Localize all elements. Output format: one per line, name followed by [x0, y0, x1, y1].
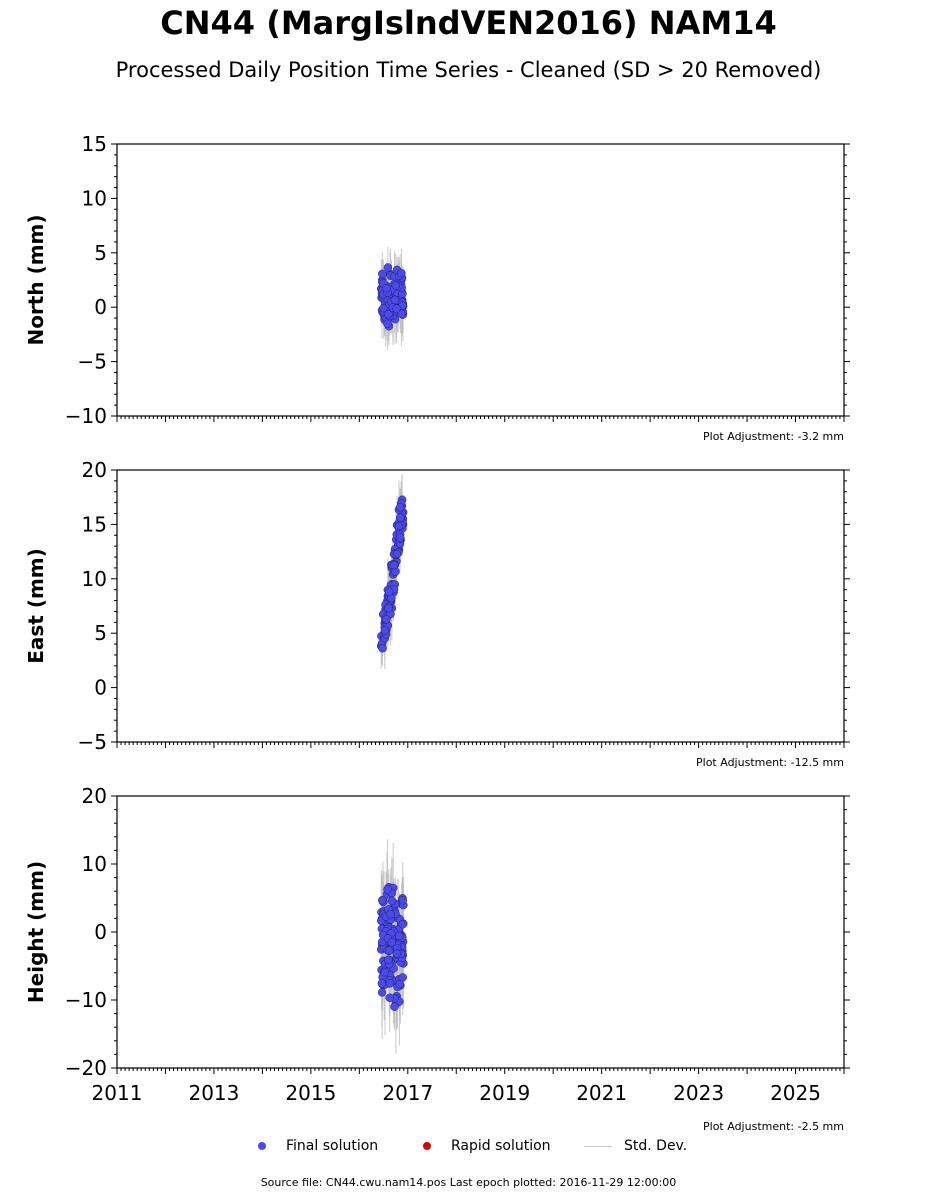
plot-adjustment-note: Plot Adjustment: -2.5 mm [703, 1120, 844, 1133]
y-tick-label: 10 [82, 852, 107, 876]
y-tick-label: 10 [82, 567, 107, 591]
legend-rapid-label: Rapid solution [451, 1138, 551, 1154]
legend-final: Final solution [244, 1136, 378, 1156]
data-point [383, 885, 392, 894]
data-point [380, 626, 390, 635]
chart-title: CN44 (MargIslndVEN2016) NAM14 [160, 4, 777, 42]
data-point [378, 643, 387, 653]
data-point [379, 303, 388, 313]
data-point [390, 1002, 399, 1011]
data-point [378, 269, 387, 279]
y-axis-label: North (mm) [24, 214, 48, 345]
rapid-solution-marker-icon [423, 1142, 431, 1150]
legend: Final solution Rapid solution Std. Dev. [0, 1136, 937, 1158]
y-axis-label: Height (mm) [24, 861, 48, 1003]
std-dev-line-icon [584, 1146, 612, 1147]
y-tick-label: 15 [82, 132, 107, 156]
y-tick-label: −10 [65, 988, 107, 1012]
plot-frame [116, 469, 845, 743]
y-tick-label: 0 [94, 295, 107, 319]
data-point [389, 560, 399, 570]
data-point [387, 938, 397, 947]
chart-subtitle: Processed Daily Position Time Series - C… [115, 58, 822, 82]
x-tick-label: 2015 [285, 1081, 336, 1105]
x-tick-label: 2025 [770, 1081, 821, 1105]
x-tick-label: 2021 [576, 1081, 627, 1105]
data-point [398, 895, 408, 905]
data-point [382, 283, 391, 293]
data-point [392, 549, 402, 559]
plot-frame [116, 795, 845, 1069]
y-tick-label: 5 [94, 621, 107, 645]
x-tick-label: 2011 [92, 1081, 143, 1105]
y-tick-label: 20 [82, 784, 107, 808]
data-point [377, 988, 387, 997]
y-tick-label: −5 [78, 730, 107, 754]
legend-final-label: Final solution [286, 1138, 379, 1154]
data-point [384, 955, 393, 964]
data-point [386, 909, 395, 919]
data-point [390, 295, 400, 305]
y-tick-label: −5 [78, 350, 107, 374]
data-point [385, 979, 395, 988]
data-point [395, 533, 405, 542]
y-tick-label: 5 [94, 241, 107, 265]
y-tick-label: 20 [82, 458, 107, 482]
y-tick-label: 15 [82, 512, 107, 536]
legend-std-label: Std. Dev. [624, 1138, 688, 1154]
x-tick-label: 2023 [673, 1081, 724, 1105]
y-tick-label: −10 [65, 404, 107, 428]
data-point [378, 895, 387, 905]
data-point [380, 967, 390, 977]
data-point [377, 979, 387, 988]
data-point [392, 304, 401, 313]
plot-adjustment-note: Plot Adjustment: -3.2 mm [703, 430, 844, 443]
data-point [397, 268, 406, 278]
legend-std: Std. Dev. [582, 1136, 687, 1156]
data-point [384, 603, 393, 613]
data-point [387, 896, 397, 906]
y-axis-label: East (mm) [24, 548, 48, 664]
x-tick-label: 2019 [479, 1081, 530, 1105]
y-tick-label: 0 [94, 676, 107, 700]
plot-frame [116, 143, 845, 417]
data-point [398, 920, 407, 929]
data-point [384, 587, 394, 597]
source-footer: Source file: CN44.cwu.nam14.pos Last epo… [260, 1176, 677, 1189]
data-point [394, 521, 404, 531]
data-point [395, 979, 404, 989]
data-point [394, 931, 404, 941]
data-point [395, 502, 405, 512]
data-point [385, 993, 394, 1002]
data-point [392, 949, 402, 958]
y-tick-label: −20 [65, 1056, 107, 1080]
data-point [395, 513, 405, 522]
x-tick-label: 2017 [382, 1081, 433, 1105]
data-point [384, 946, 394, 955]
data-point [391, 281, 401, 290]
data-point [384, 310, 393, 319]
x-tick-label: 2013 [188, 1081, 239, 1105]
y-tick-label: 0 [94, 920, 107, 944]
data-point [383, 319, 392, 328]
plot-adjustment-note: Plot Adjustment: -12.5 mm [696, 756, 844, 769]
data-point [382, 615, 391, 624]
y-tick-label: 10 [82, 186, 107, 210]
data-point [383, 263, 393, 272]
legend-rapid: Rapid solution [409, 1136, 551, 1156]
final-solution-marker-icon [258, 1142, 266, 1150]
